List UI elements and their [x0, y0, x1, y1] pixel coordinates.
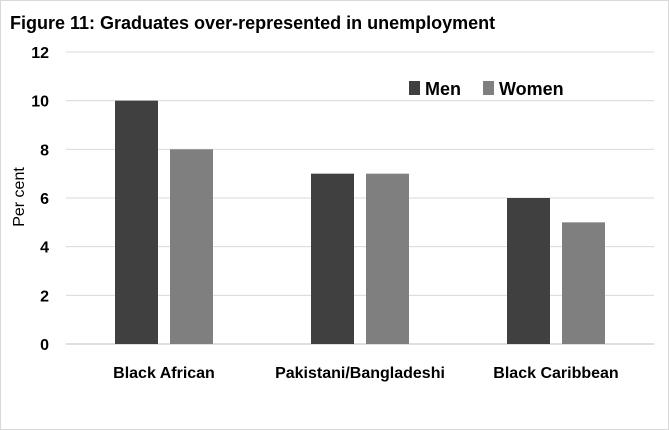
bar-men-1 [311, 173, 354, 344]
category-label: Black Caribbean [493, 365, 618, 382]
y-tick-label: 12 [31, 45, 49, 62]
y-tick-label: 8 [40, 142, 49, 159]
bar-men-0 [115, 100, 158, 345]
chart-title: Figure 11: Graduates over-represented in… [10, 13, 496, 33]
y-tick-label: 10 [31, 94, 49, 111]
y-tick-label: 4 [40, 240, 49, 257]
legend-label-women: Women [499, 79, 564, 99]
y-tick-labels: 0 2 4 6 8 10 12 [31, 45, 49, 354]
category-label: Black African [113, 365, 215, 382]
legend-swatch-men [409, 81, 420, 95]
legend-label-men: Men [425, 79, 461, 99]
y-tick-label: 6 [40, 191, 49, 208]
bar-women-0 [170, 149, 213, 344]
bar-women-1 [366, 173, 409, 344]
y-tick-label: 2 [40, 288, 49, 305]
y-axis-label: Per cent [11, 167, 28, 227]
bar-women-2 [562, 222, 605, 344]
legend: Men Women [409, 79, 564, 99]
bars [115, 100, 605, 345]
y-tick-label: 0 [40, 337, 49, 354]
category-label: Pakistani/Bangladeshi [275, 365, 445, 382]
bar-men-2 [507, 198, 550, 344]
legend-swatch-women [483, 81, 494, 95]
gridlines [66, 51, 654, 345]
category-labels: Black African Pakistani/Bangladeshi Black … [113, 365, 619, 382]
